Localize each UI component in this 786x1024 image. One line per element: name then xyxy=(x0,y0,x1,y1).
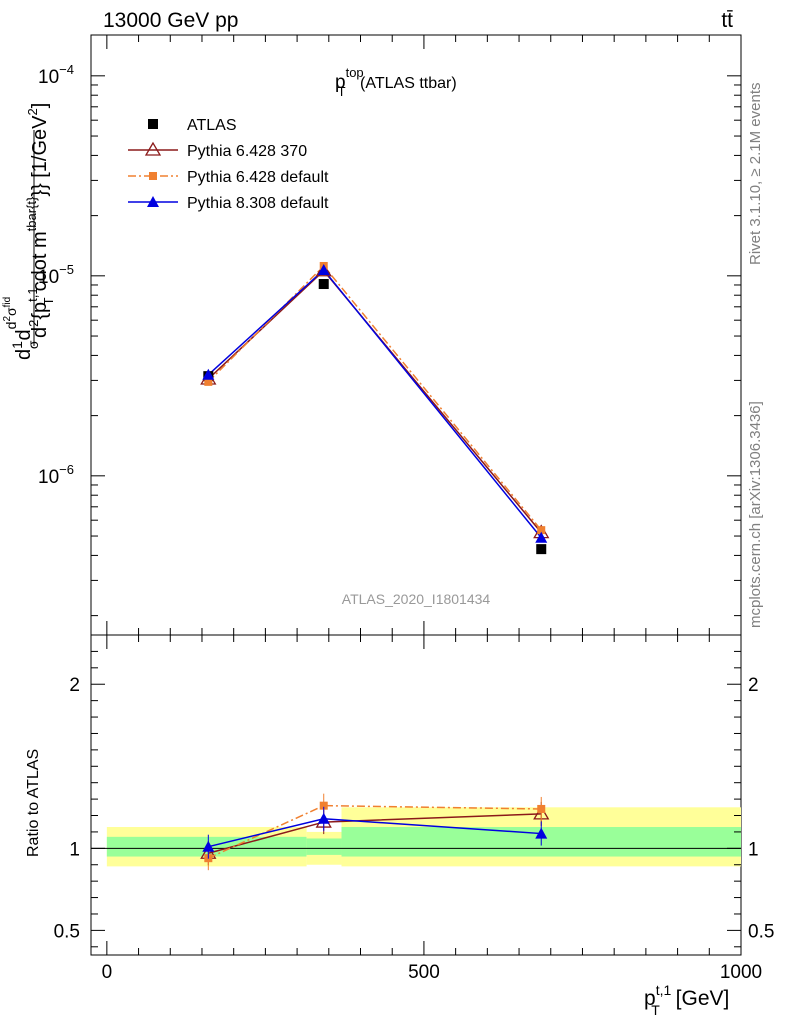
analysis-watermark: ATLAS_2020_I1801434 xyxy=(342,591,491,607)
header-right: tt̄ xyxy=(721,9,733,32)
legend-marker xyxy=(147,196,159,207)
main-y-tick-label: 10−5 xyxy=(38,262,74,288)
ratio-data-point xyxy=(317,812,330,824)
legend: ATLAS Pythia 6.428 370 Pythia 6.428 defaul… xyxy=(128,117,329,212)
svg-text:d1σdd2σfid: d1σdd2σfid xyxy=(2,297,41,360)
ratio-panel: 0.5 0.5 1 1 2 2 0 500 1000 xyxy=(54,634,774,983)
main-data-point xyxy=(318,279,329,290)
legend-label: Pythia 6.428 default xyxy=(187,169,329,186)
ratio-data-point xyxy=(202,840,215,852)
ratio-y-tick-label: 0.5 xyxy=(54,921,80,942)
ratio-data-point xyxy=(319,801,328,810)
ratio-y-tick-label: 2 xyxy=(69,675,80,696)
legend-marker xyxy=(144,141,162,156)
ratio-data-point xyxy=(537,804,546,813)
x-axis-label: pt,1 T [GeV] xyxy=(644,982,729,1018)
main-data-point xyxy=(535,531,548,543)
x-tick-label: 500 xyxy=(408,962,440,983)
ratio-data-point xyxy=(535,827,548,839)
main-y-tick-label: 10−6 xyxy=(38,462,74,488)
x-tick-label: 1000 xyxy=(720,962,762,983)
legend-label: ATLAS xyxy=(187,117,237,134)
main-y-tick-label: 10−4 xyxy=(38,62,74,88)
legend-label: Pythia 8.308 default xyxy=(187,195,329,212)
rivet-label: Rivet 3.1.10, ≥ 2.1M events xyxy=(747,83,764,266)
ratio-y-tick-label: 1 xyxy=(69,839,80,860)
legend-label: Pythia 6.428 370 xyxy=(187,143,307,160)
x-tick-label: 0 xyxy=(102,962,113,983)
main-series-line xyxy=(207,268,542,539)
ratio-frame xyxy=(90,634,742,956)
ratio-y-tick-label-right: 2 xyxy=(748,675,759,696)
main-y-axis-label: d1σdd2σfid d2{pt,1Tcdot mtbar{t}}} [1/Ge… xyxy=(2,103,56,360)
main-data-point xyxy=(317,263,330,275)
main-data-point xyxy=(537,526,546,535)
main-data-point xyxy=(204,377,213,386)
legend-marker xyxy=(148,119,158,129)
main-data-point xyxy=(202,368,215,380)
main-series-line xyxy=(207,269,542,534)
mcplots-label: mcplots.cern.ch [arXiv:1306.3436] xyxy=(747,401,764,628)
header-left: 13000 GeV pp xyxy=(103,9,238,32)
main-title: ptop T (ATLAS ttbar) xyxy=(335,65,457,99)
ratio-y-tick-label-right: 0.5 xyxy=(748,921,774,942)
main-series-line xyxy=(207,264,542,531)
svg-text:d2{pt,1Tcdot mtbar{t}}} [1/GeV: d2{pt,1Tcdot mtbar{t}}} [1/GeV2] xyxy=(24,103,56,338)
ratio-y-tick-label-right: 1 xyxy=(748,839,759,860)
ratio-y-axis-label: Ratio to ATLAS xyxy=(25,749,42,857)
main-panel: 10−4 10−5 10−6 xyxy=(38,34,742,636)
main-data-point xyxy=(536,544,547,555)
ratio-band-green xyxy=(306,838,342,855)
legend-marker xyxy=(149,172,157,180)
